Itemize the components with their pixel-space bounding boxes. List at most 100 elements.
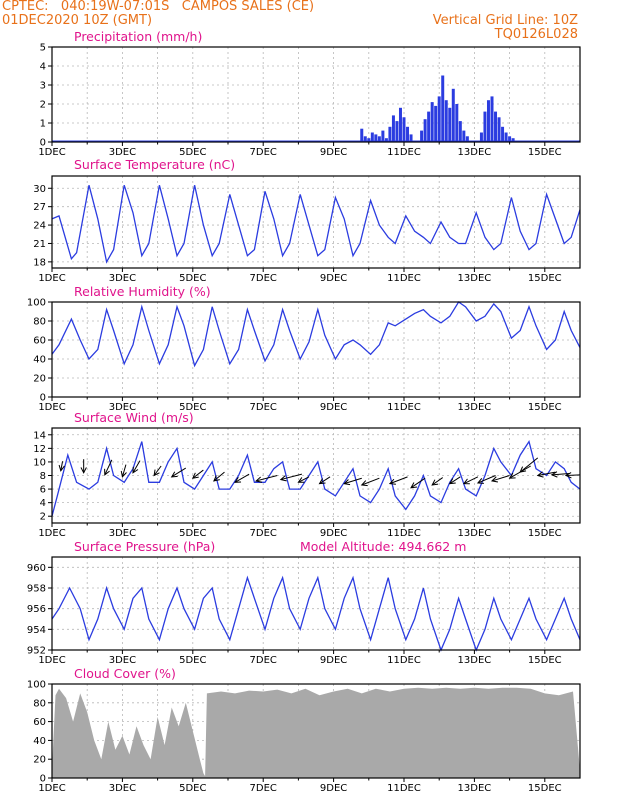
wind-arrowhead	[234, 476, 242, 483]
x-tick-label: 5DEC	[179, 273, 206, 284]
wind-arrowhead	[318, 478, 326, 485]
precip-bar	[360, 128, 364, 142]
wind-arrowhead	[388, 478, 396, 485]
y-tick-label: 3	[40, 81, 46, 92]
y-tick-label: 100	[27, 680, 46, 691]
wind-arrowhead	[508, 472, 516, 479]
x-tick-label: 13DEC	[458, 528, 492, 539]
panel-1: 0 1 2 3 4 5 1DEC 3DEC 5DEC 7DEC 9DEC 11DEC 13DEC 15DE…	[38, 29, 581, 158]
header-grid-note: Vertical Grid Line: 10Z	[432, 13, 578, 28]
wind-arrowhead	[343, 479, 351, 486]
wind-vector	[477, 475, 496, 484]
wind-vector	[104, 459, 113, 476]
wind-arrowhead	[80, 467, 87, 474]
wind-vector	[213, 471, 225, 482]
precip-bar	[402, 117, 406, 142]
x-tick-label: 5DEC	[179, 783, 206, 794]
wind-vector	[121, 464, 127, 477]
wind-vector	[463, 476, 479, 485]
series-line	[51, 575, 581, 652]
y-tick-label: 100	[27, 298, 46, 309]
x-tick-label: 11DEC	[387, 273, 421, 284]
precip-bar	[483, 111, 487, 142]
x-tick-label: 9DEC	[320, 528, 347, 539]
precip-bar	[501, 126, 505, 142]
panel-title: Cloud Cover (%)	[74, 666, 176, 681]
panel-title: Surface Temperature (nC)	[74, 157, 235, 172]
y-tick-label: 0	[40, 138, 46, 149]
x-tick-label: 15DEC	[528, 783, 562, 794]
x-tick-label: 11DEC	[387, 402, 421, 413]
y-tick-label: 21	[33, 239, 46, 250]
precip-bar	[420, 130, 424, 142]
precip-bar	[406, 126, 410, 142]
y-tick-label: 12	[33, 444, 46, 455]
precip-bar	[409, 134, 413, 142]
y-tick-label: 24	[33, 221, 46, 232]
y-tick-label: 956	[27, 604, 46, 615]
x-tick-label: 3DEC	[109, 655, 136, 666]
x-tick-label: 1DEC	[38, 402, 65, 413]
x-tick-label: 9DEC	[320, 273, 347, 284]
wind-vector	[234, 473, 250, 483]
wind-vector	[344, 477, 362, 485]
precip-bar	[423, 119, 427, 142]
precip-bar	[377, 136, 381, 142]
x-tick-label: 7DEC	[250, 273, 277, 284]
precip-bar	[441, 75, 445, 142]
x-tick-label: 7DEC	[250, 528, 277, 539]
wind-vector	[171, 467, 187, 478]
header-station: CPTEC: 040:19W-07:01S CAMPOS SALES (CE)	[2, 0, 315, 14]
precip-bar	[444, 100, 448, 142]
panel-frame	[51, 175, 581, 269]
x-tick-label: 3DEC	[109, 147, 136, 158]
panel-frame	[51, 683, 581, 779]
wind-vector	[298, 476, 310, 483]
wind-vector	[319, 476, 331, 485]
panel-title: Surface Wind (m/s)	[74, 410, 194, 425]
x-tick-label: 7DEC	[250, 402, 277, 413]
series-line	[51, 440, 581, 517]
x-tick-label: 1DEC	[38, 273, 65, 284]
y-tick-label: 4	[40, 498, 46, 509]
wind-arrowhead	[536, 471, 544, 478]
x-tick-label: 3DEC	[109, 273, 136, 284]
wind-vector	[60, 461, 64, 471]
x-tick-label: 15DEC	[528, 402, 562, 413]
x-tick-label: 1DEC	[38, 783, 65, 794]
precip-bar	[388, 126, 392, 142]
x-tick-label: 13DEC	[458, 402, 492, 413]
panel-frame	[51, 556, 581, 651]
x-tick-label: 9DEC	[320, 402, 347, 413]
y-tick-label: 0	[40, 774, 46, 785]
header-code: TQ0126L028	[494, 27, 578, 42]
y-tick-label: 60	[33, 336, 46, 347]
wind-vector	[491, 475, 510, 482]
y-tick-label: 958	[27, 584, 46, 595]
y-tick-label: 60	[33, 717, 46, 728]
y-tick-label: 20	[33, 374, 46, 385]
x-tick-label: 11DEC	[387, 783, 421, 794]
wind-arrowhead	[132, 466, 139, 474]
x-tick-label: 15DEC	[528, 528, 562, 539]
precip-bar	[511, 138, 515, 142]
wind-arrowhead	[550, 471, 558, 478]
wind-vector	[256, 475, 278, 482]
y-tick-label: 18	[33, 257, 46, 268]
x-tick-label: 3DEC	[109, 528, 136, 539]
precip-bar	[451, 88, 455, 142]
wind-vector	[431, 477, 444, 486]
wind-arrowhead	[255, 476, 263, 483]
x-tick-label: 5DEC	[179, 402, 206, 413]
y-tick-label: 0	[40, 393, 46, 404]
y-tick-label: 952	[27, 646, 46, 657]
wind-vector	[361, 477, 380, 486]
precip-bar	[384, 138, 388, 142]
y-tick-label: 80	[33, 698, 46, 709]
y-tick-label: 20	[33, 755, 46, 766]
wind-vector	[153, 465, 162, 476]
wind-arrowhead	[213, 475, 220, 482]
precip-bar	[427, 111, 431, 142]
wind-arrowhead	[58, 464, 65, 472]
wind-arrowhead	[564, 472, 572, 479]
